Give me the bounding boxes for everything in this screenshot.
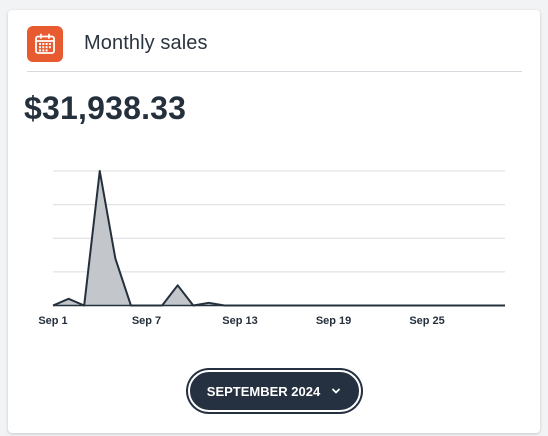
month-selector-label: SEPTEMBER 2024 (206, 383, 321, 399)
x-tick-label: Sep 7 (132, 315, 161, 327)
card-title: Monthly sales (84, 32, 208, 54)
sales-area-chart: Sep 1 Sep 7 Sep 13 Sep 19 Sep 25 (38, 170, 505, 327)
month-selector-button[interactable]: SEPTEMBER 2024 (188, 370, 361, 412)
x-tick-label: Sep 13 (222, 315, 257, 327)
chevron-down-icon (330, 385, 342, 397)
x-tick-label: Sep 1 (38, 315, 67, 327)
x-tick-label: Sep 25 (409, 315, 444, 327)
total-sales-amount: $31,938.33 (24, 90, 187, 126)
card-header: Monthly sales (27, 24, 522, 72)
x-tick-label: Sep 19 (316, 315, 351, 327)
series-area (53, 171, 505, 306)
monthly-sales-card: Monthly sales $31,938.33 Sep 1 Sep 7 Sep 1… (8, 10, 540, 433)
calendar-icon (27, 25, 63, 62)
